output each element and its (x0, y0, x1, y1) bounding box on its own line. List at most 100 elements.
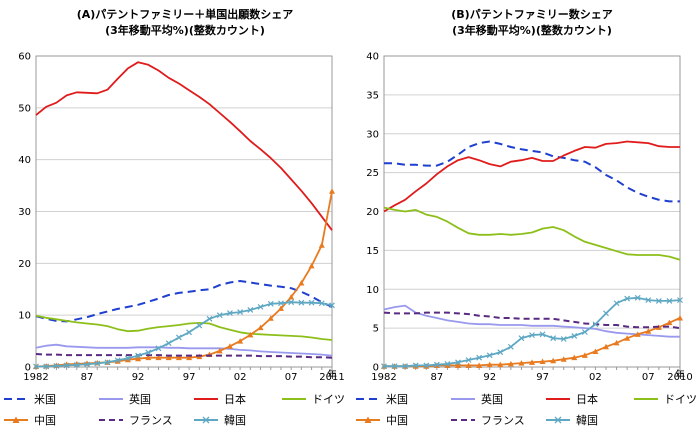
chart-a-series-line (35, 61, 333, 231)
chart-a-y-tick-label: 10 (18, 311, 31, 322)
chart-b-point-marker (645, 297, 652, 304)
chart-b-point-marker (666, 319, 673, 326)
chart-b-x-tick-label: 1982 (371, 372, 396, 383)
chart-b-point-marker (455, 359, 461, 366)
chart-b-point-marker (666, 297, 673, 304)
chart-b-point-marker (391, 363, 398, 370)
chart-a-point-marker (155, 345, 162, 352)
chart-a-point-marker (257, 324, 264, 331)
chart-a-point-marker (216, 312, 223, 319)
chart-a-point-marker (247, 307, 254, 313)
chart-a-point-marker (124, 356, 131, 363)
chart-b-point-marker (497, 349, 504, 356)
chart-b-point-marker (571, 354, 578, 361)
chart-a-series-line (35, 191, 333, 368)
chart-b-point-marker (539, 358, 546, 365)
chart-b-point-marker (381, 363, 387, 370)
chart-a-legend-marker (12, 416, 20, 423)
chart-b-series-line (384, 140, 680, 203)
chart-a-point-marker (33, 363, 39, 370)
chart-b-x-tick-label: 07 (642, 372, 655, 383)
chart-b-plot-area: 0 5 10 15 20 25 30 35 40 1982 87 92 97 02 07 2010 (366, 52, 692, 384)
chart-b-point-marker (634, 331, 641, 337)
chart-b-point-marker (603, 310, 609, 317)
chart-a-point-marker (247, 331, 254, 338)
chart-a-point-marker (186, 329, 193, 336)
chart-a-point-marker (298, 280, 305, 286)
chart-a-point-marker (257, 303, 264, 310)
chart-a-legend-label: 日本 (224, 392, 246, 406)
chart-b-legend-label: 英国 (481, 392, 503, 406)
chart-b-y-tick-label: 30 (366, 129, 379, 140)
chart-b-subtitle: (3年移動平均%)(整数カウント) (452, 23, 612, 37)
chart-b-point-marker (518, 335, 525, 342)
chart-a-point-marker (104, 359, 111, 366)
chart-b-point-marker (550, 335, 557, 342)
chart-a-point-marker (237, 338, 244, 344)
chart-b-y-tick-label: 15 (366, 246, 379, 257)
chart-a-plot-area: 0 10 20 30 40 50 60 1982 87 92 97 02 07 2011 (18, 52, 344, 384)
chart-b-point-marker (465, 362, 472, 368)
chart-b-point-marker (645, 328, 652, 334)
chart-b-point-marker (613, 339, 620, 346)
chart-b-series-line (383, 206, 681, 261)
chart-a-point-marker (175, 334, 182, 341)
chart-b-point-marker (444, 362, 451, 368)
chart-a-title: (A)パテントファミリー＋単国出願数シェア (77, 7, 294, 21)
chart-b-point-marker (402, 363, 409, 370)
chart-b-point-marker (592, 348, 599, 354)
chart-a-x-unit: 年 (327, 368, 337, 381)
chart-a-y-tick-label: 40 (18, 155, 31, 166)
chart-a-series-line (36, 301, 333, 368)
chart-b-point-marker (423, 362, 430, 369)
chart-a-y-tick-label: 0 (25, 363, 31, 374)
chart-b-point-marker (624, 295, 631, 302)
chart-a-point-marker (278, 300, 284, 307)
chart-a-y-tick-label: 20 (18, 259, 31, 270)
chart-b-point-marker (455, 362, 461, 368)
chart-a-point-marker (267, 315, 274, 321)
chart-b-point-marker (433, 361, 440, 368)
chart-b-point-marker (677, 297, 683, 304)
chart-b-legend-label: 中国 (386, 414, 408, 427)
chart-b-point-marker (476, 362, 483, 368)
chart-a-point-marker (227, 310, 233, 317)
chart-a-subtitle: (3年移動平均%)(整数カウント) (105, 23, 265, 37)
chart-a-point-marker (145, 354, 152, 361)
chart-b-y-tick-label: 0 (373, 363, 379, 374)
chart-a-point-marker (277, 305, 284, 311)
chart-b-point-marker (560, 336, 567, 342)
chart-b-point-marker (677, 315, 683, 321)
chart-a-point-marker (175, 354, 182, 361)
chart-a-legend-label: 英国 (129, 392, 151, 406)
chart-b-legend-label: 韓国 (576, 414, 598, 427)
chart-a-legend-marker (202, 416, 210, 424)
chart-b-point-marker (529, 359, 535, 365)
chart-a-x-tick-label: 92 (132, 372, 145, 383)
chart-a-point-marker (43, 363, 50, 370)
chart-b-point-marker (539, 331, 546, 338)
chart-a-point-marker (329, 188, 335, 194)
chart-b-point-marker (476, 354, 483, 361)
chart-a-point-marker (288, 299, 295, 306)
chart-a-y-tick-label: 30 (18, 207, 31, 218)
chart-b-legend-marker (364, 416, 372, 423)
chart-a-point-marker (84, 361, 90, 368)
chart-b-y-tick-label: 25 (366, 168, 379, 179)
chart-a-legend-label: ドイツ (312, 393, 345, 406)
chart-b-point-marker (603, 343, 609, 350)
chart-a-point-marker (318, 300, 325, 307)
chart-b-point-marker (497, 361, 504, 368)
chart-a-x-tick-label: 87 (81, 372, 94, 383)
chart-a-point-marker (206, 315, 213, 322)
chart-a-point-marker (155, 354, 162, 361)
chart-a-x-tick-label: 02 (234, 372, 247, 383)
chart-a-y-tick-label: 60 (18, 52, 31, 63)
chart-b-point-marker (465, 357, 472, 363)
chart-a-x-tick-label: 97 (183, 372, 196, 383)
chart-b-y-tick-label: 40 (366, 52, 379, 63)
chart-b-point-marker (507, 360, 514, 367)
chart-a-series-line (35, 343, 333, 357)
chart-b-series-line (384, 296, 681, 368)
